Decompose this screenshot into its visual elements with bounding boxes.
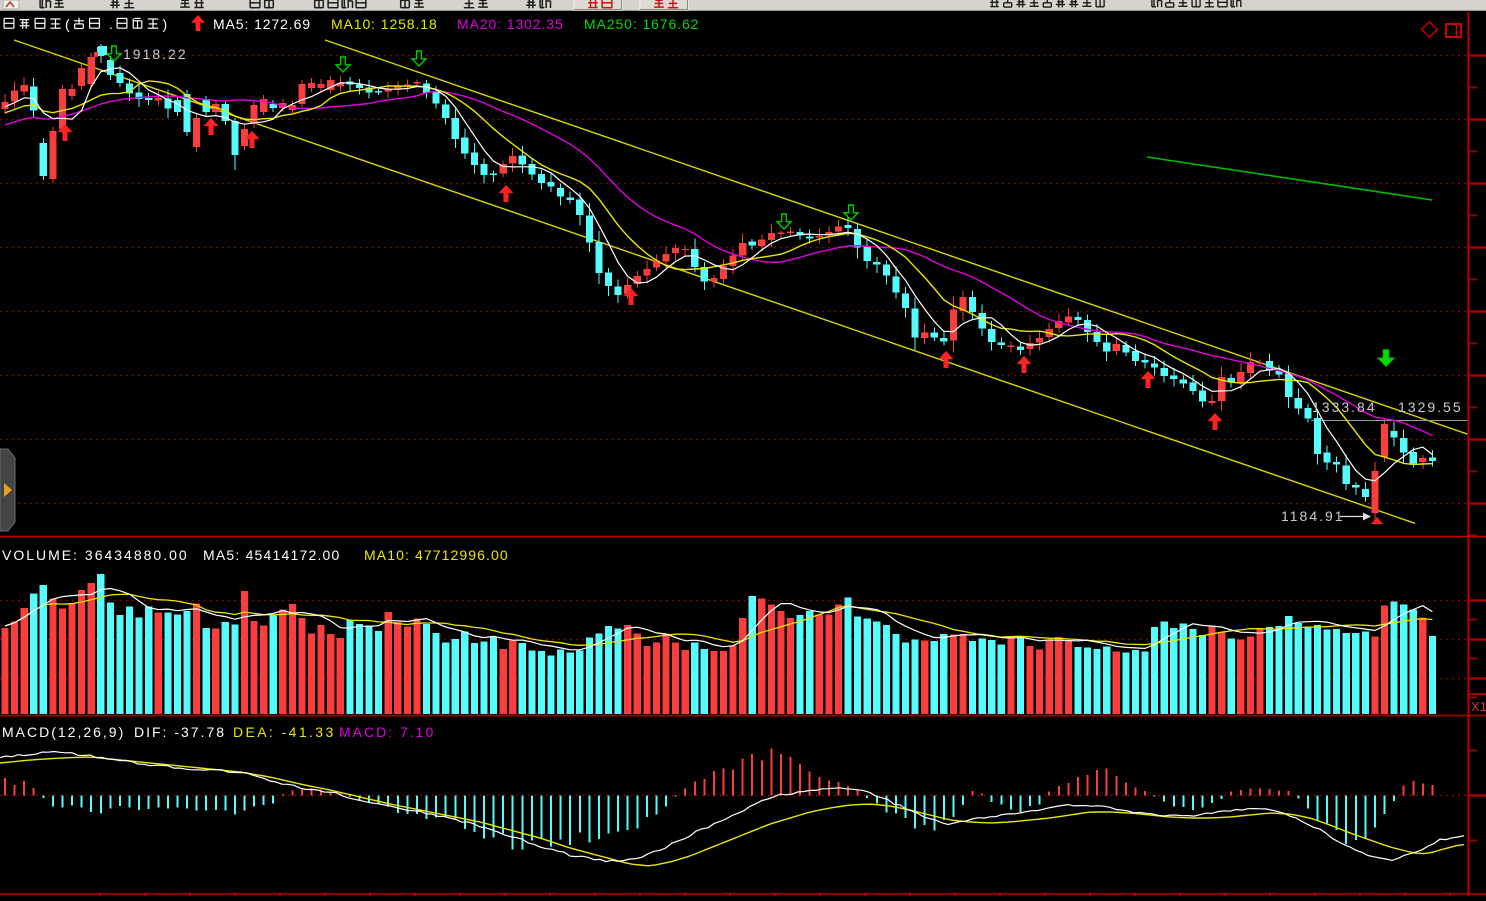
- svg-text:(: (: [65, 16, 70, 32]
- svg-text:MA10: 47712996.00: MA10: 47712996.00: [364, 547, 509, 563]
- svg-text:MA5: 1272.69: MA5: 1272.69: [213, 16, 311, 32]
- svg-text:MA250: 1676.62: MA250: 1676.62: [584, 16, 699, 32]
- svg-text:DEA: -41.33: DEA: -41.33: [233, 724, 336, 740]
- svg-text:MACD: 7.10: MACD: 7.10: [339, 724, 435, 740]
- svg-text:MACD(12,26,9): MACD(12,26,9): [2, 724, 125, 740]
- svg-text:X1: X1: [1471, 699, 1486, 714]
- svg-text:VOLUME: 36434880.00: VOLUME: 36434880.00: [2, 547, 189, 563]
- svg-text:MA10: 1258.18: MA10: 1258.18: [331, 16, 438, 32]
- svg-text:MA20: 1302.35: MA20: 1302.35: [457, 16, 564, 32]
- svg-text:): ): [163, 16, 168, 32]
- svg-text:1333.84: 1333.84: [1312, 399, 1377, 415]
- svg-text:DIF: -37.78: DIF: -37.78: [134, 724, 226, 740]
- svg-text:1918.22: 1918.22: [123, 46, 188, 62]
- svg-text:.: .: [109, 16, 113, 32]
- svg-text:1329.55: 1329.55: [1398, 399, 1463, 415]
- svg-text:1184.91: 1184.91: [1281, 508, 1345, 524]
- svg-text:MA5: 45414172.00: MA5: 45414172.00: [203, 547, 341, 563]
